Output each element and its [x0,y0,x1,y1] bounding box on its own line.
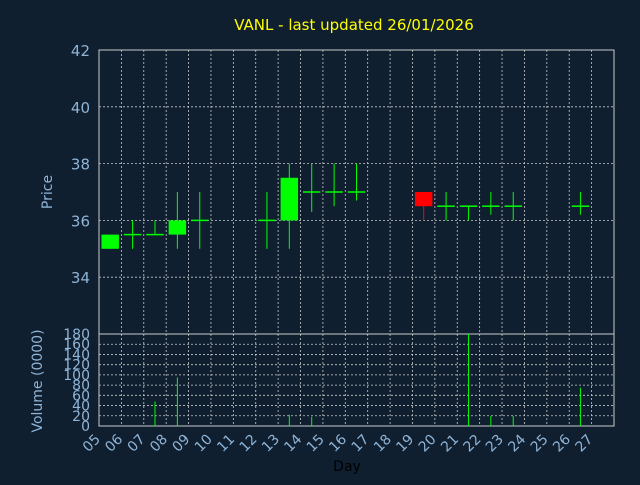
x-tick-label: 09 [169,432,193,456]
x-tick-label: 25 [528,432,552,456]
candle-body [459,205,478,207]
candle [482,192,500,215]
candle-body [571,205,590,207]
candle-body [146,233,164,236]
volume-y-tick-label: 80 [72,378,90,394]
candle-body [280,177,299,221]
candle-body [504,205,522,207]
price-y-axis-label: Price [40,175,56,209]
x-tick-label: 14 [281,431,305,455]
candle [504,192,522,221]
candle-body [414,192,433,207]
candle-body [325,191,343,193]
candle-body [191,219,209,222]
volume-y-axis-label: Volume (0000) [30,329,46,432]
x-tick-label: 11 [214,432,238,456]
volume-y-tick-label: 20 [72,409,90,425]
candle-body [437,205,455,207]
volume-y-tick-label: 180 [63,327,90,343]
candle-body [482,205,500,207]
candles [101,163,590,249]
x-tick-label: 26 [550,431,574,455]
price-y-tick-label: 38 [71,156,90,174]
volume-bars [154,334,581,426]
x-tick-label: 10 [192,432,216,456]
x-tick-label: 18 [371,432,395,456]
volume-y-tick-label: 0 [81,419,90,435]
candle [101,234,119,249]
candle [459,205,478,221]
chart-title: VANL - last updated 26/01/2026 [234,16,474,34]
x-tick-label: 27 [573,432,597,456]
candle [571,192,590,215]
x-axis-ticks: 0506070809101112131415161718192021222324… [80,431,597,455]
volume-y-tick-label: 120 [63,358,90,374]
candle [168,192,187,249]
price-y-tick-label: 42 [71,42,90,60]
volume-y-tick-label: 100 [63,368,90,384]
volume-y-tick-label: 160 [63,337,90,353]
candle [123,220,142,249]
candle [191,192,209,249]
price-y-tick-label: 40 [71,99,90,117]
candle [437,192,455,221]
x-tick-label: 21 [438,432,462,456]
candle [302,163,321,212]
candle [325,163,343,207]
x-tick-label: 24 [505,431,529,455]
x-tick-label: 22 [461,432,485,456]
candle-body [302,191,321,193]
candle-body [101,234,119,249]
volume-y-tick-label: 40 [72,399,90,415]
x-tick-label: 12 [237,432,261,456]
price-y-tick-label: 36 [71,212,90,230]
price-panel: 34 36 38 40 42 Price [40,42,615,335]
candle-body [347,191,366,193]
x-tick-label: 07 [125,432,149,456]
price-y-tick-label: 34 [71,269,90,287]
x-tick-label: 08 [147,432,171,456]
x-tick-label: 19 [393,432,417,456]
x-tick-label: 23 [483,432,507,456]
x-tick-label: 17 [349,432,373,456]
x-tick-label: 13 [259,432,283,456]
x-tick-label: 16 [326,431,350,455]
volume-y-tick-label: 140 [63,347,90,363]
candle-body [123,233,142,236]
x-tick-label: 06 [102,431,126,455]
volume-grid [99,333,614,426]
x-tick-label: 05 [80,432,104,456]
candle [347,163,366,201]
x-tick-label: 20 [416,432,440,456]
volume-plot-frame [98,333,615,427]
x-axis-label: Day [333,459,361,475]
candle [146,220,164,236]
price-y-ticks: 34 36 38 40 42 [71,42,90,287]
x-tick-label: 15 [304,432,328,456]
price-grid [99,49,614,334]
volume-y-tick-label: 60 [72,388,90,404]
candle-body [168,220,187,235]
candle-body [258,219,276,222]
candle [414,192,433,221]
candle [280,163,299,249]
candle [258,192,276,249]
